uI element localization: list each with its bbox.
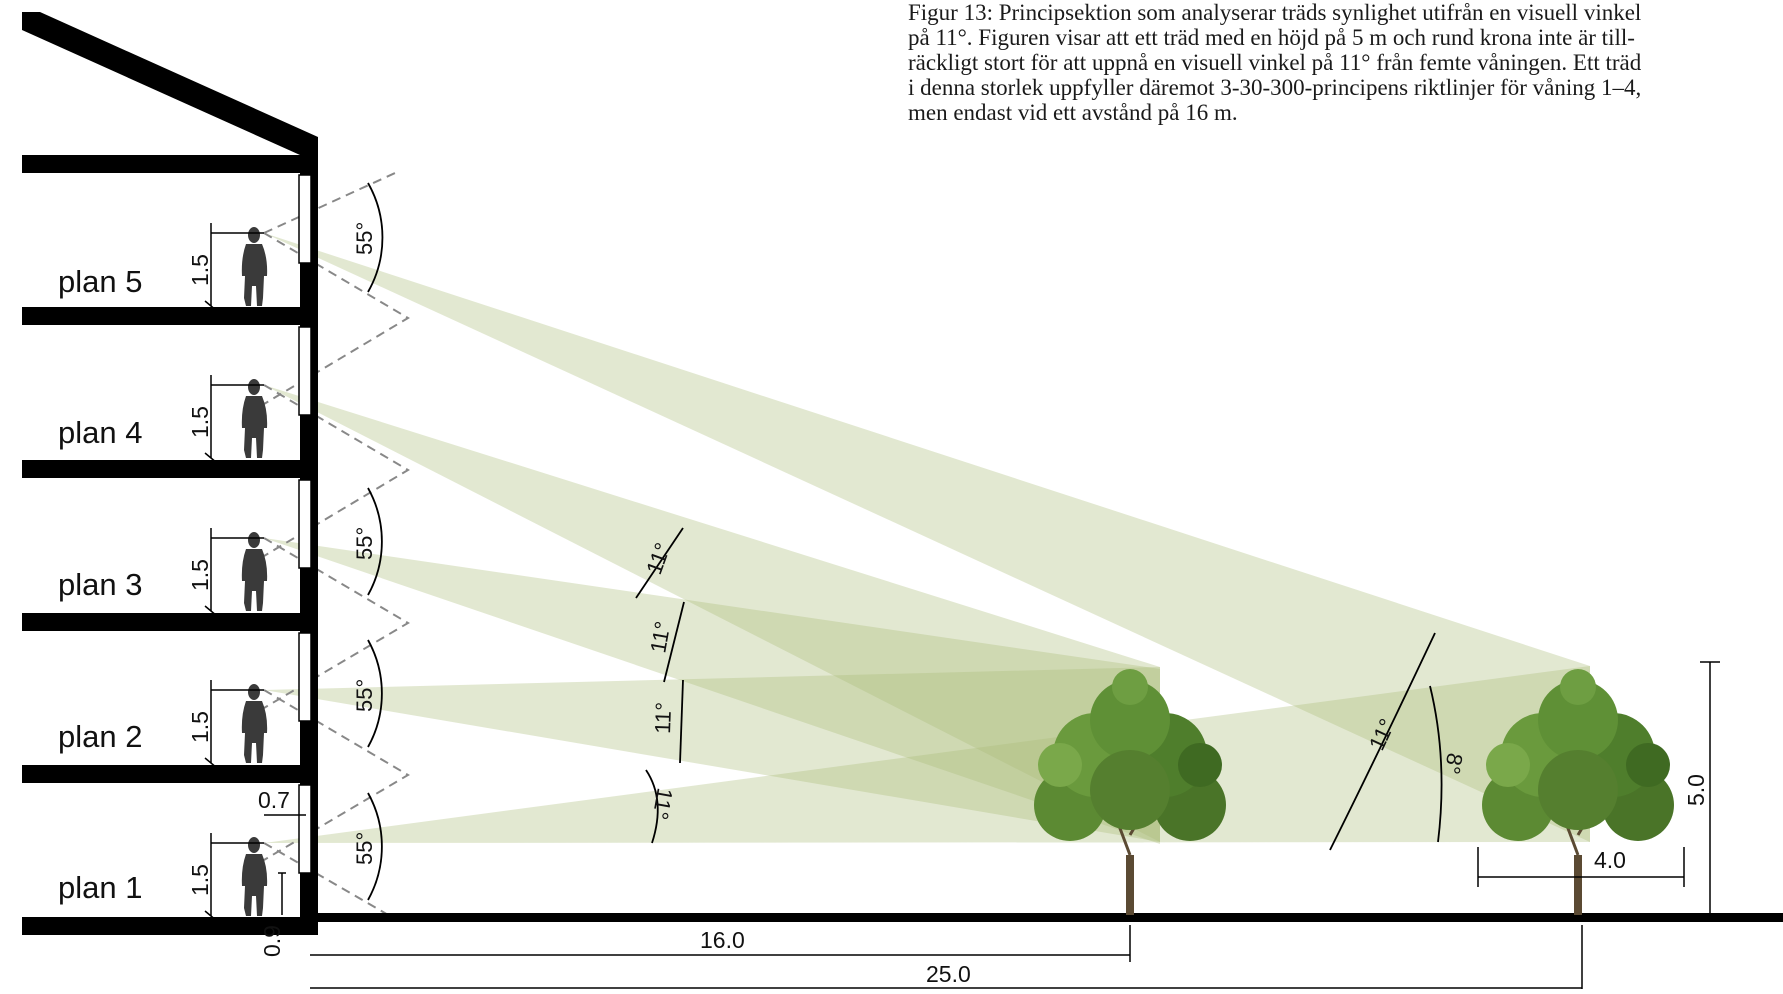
floor-label-plan4: plan 4 — [58, 415, 142, 450]
eye-height-label: 1.5 — [187, 711, 213, 743]
angle-label-55: 55° — [352, 527, 377, 560]
window — [298, 632, 312, 722]
angle-label-8: 8° — [1439, 751, 1467, 776]
window-sill-label: 0.9 — [259, 925, 285, 957]
angle-label-11: 11° — [648, 786, 678, 822]
floor-label-plan1: plan 1 — [58, 870, 142, 905]
angle-arcs — [367, 182, 1443, 901]
person-icon — [241, 684, 268, 763]
eye-to-window-label: 0.7 — [258, 787, 290, 813]
caption-line: i denna storlek uppfyller däremot 3-30-3… — [908, 75, 1642, 100]
person-icon — [241, 379, 268, 458]
view-cone-plan1 — [264, 666, 1590, 843]
floor-slab — [22, 460, 318, 478]
figure-caption: Figur 13: Principsektion som analyserar … — [908, 0, 1768, 125]
window — [298, 479, 312, 569]
view-cones — [264, 233, 1590, 844]
view-cone-plan2 — [264, 667, 1160, 842]
roof — [22, 12, 318, 155]
window — [298, 174, 312, 264]
angle-label-11: 11° — [645, 619, 675, 655]
view-cone-plan4 — [264, 385, 1160, 842]
dimension-lines — [310, 661, 1720, 989]
crown-width-label: 4.0 — [1594, 847, 1626, 873]
floor-slab — [22, 765, 318, 783]
floor-label-plan5: plan 5 — [58, 264, 142, 299]
far-distance-label: 25.0 — [926, 961, 971, 987]
window — [298, 784, 312, 874]
near-distance-label: 16.0 — [700, 927, 745, 953]
eye-height-label: 1.5 — [187, 406, 213, 438]
ground-line — [318, 913, 1783, 922]
person-icon — [241, 532, 268, 611]
ground-slab — [22, 917, 318, 935]
floor-slab — [22, 155, 318, 173]
eye-height-label: 1.5 — [187, 864, 213, 896]
caption-line: på 11°. Figuren visar att ett träd med e… — [908, 25, 1635, 50]
person-icon — [241, 837, 268, 916]
view-cone-plan3 — [264, 538, 1160, 844]
caption-line: Figur 13: Principsektion som analyserar … — [908, 0, 1642, 25]
building — [22, 12, 1783, 935]
caption-line: räckligt stort för att uppnå en visuell … — [908, 50, 1642, 75]
floor-slab — [22, 613, 318, 631]
eye-height-markers — [204, 223, 306, 922]
eye-height-label: 1.5 — [187, 559, 213, 591]
floor-label-plan3: plan 3 — [58, 567, 142, 602]
caption-line: men endast vid ett avstånd på 16 m. — [908, 100, 1238, 125]
eye-height-label: 1.5 — [187, 254, 213, 286]
person-icon — [241, 227, 268, 306]
angle-label-11: 11° — [650, 702, 676, 734]
tree-height-label: 5.0 — [1683, 774, 1709, 806]
angle-label-55: 55° — [352, 222, 377, 255]
window — [298, 326, 312, 416]
windows — [298, 174, 312, 874]
angle-label-55: 55° — [352, 832, 377, 865]
view-cone-plan5 — [264, 233, 1590, 842]
angle-label-55: 55° — [352, 679, 377, 712]
floor-label-plan2: plan 2 — [58, 719, 142, 754]
floor-slab — [22, 307, 318, 325]
